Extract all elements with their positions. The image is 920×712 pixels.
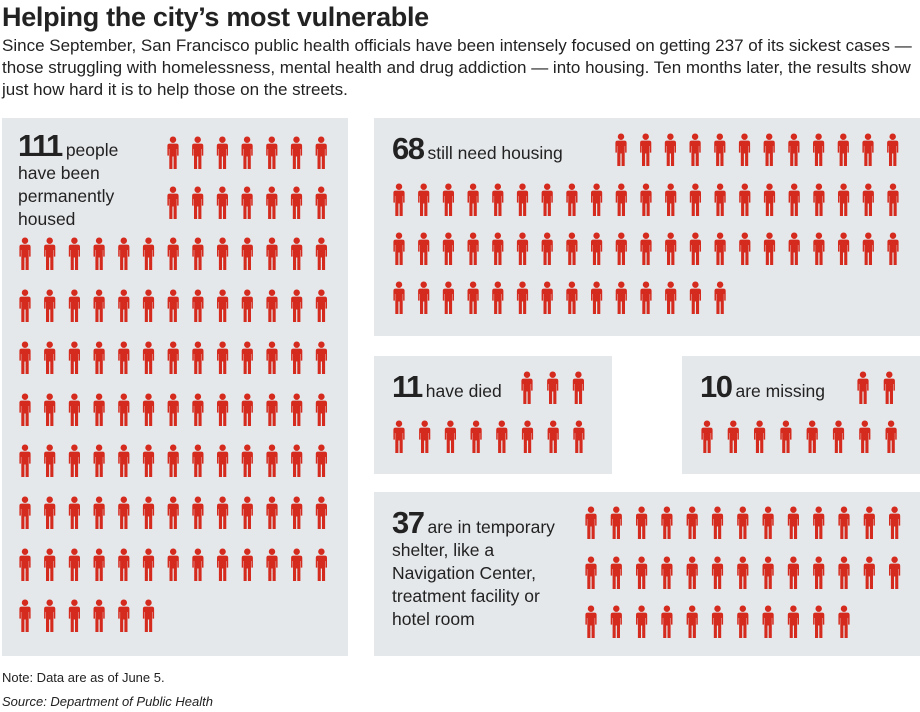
text-housed: people have been permanently housed (18, 140, 119, 229)
value-shelter: 37 (392, 505, 425, 540)
footnote: Note: Data are as of June 5. (2, 670, 165, 685)
panel-missing (682, 356, 920, 474)
text-missing: are missing (735, 381, 825, 401)
chart-title: Helping the city’s most vulnerable (2, 2, 429, 32)
value-died: 11 (392, 369, 423, 404)
value-housed: 111 (18, 128, 63, 163)
label-missing: 10 are missing (700, 371, 850, 403)
label-shelter: 37 are in temporary shelter, like a Navig… (392, 507, 562, 631)
text-need: still need housing (427, 143, 563, 163)
text-died: have died (425, 381, 502, 401)
panel-died (374, 356, 612, 474)
source-credit: Source: Department of Public Health (2, 694, 213, 709)
label-housed: 111 people have been permanently housed (18, 130, 148, 231)
value-missing: 10 (700, 369, 733, 404)
text-shelter: are in temporary shelter, like a Navigat… (392, 517, 555, 629)
label-need: 68 still need housing (392, 133, 622, 165)
chart-subtitle: Since September, San Francisco public he… (2, 36, 912, 99)
label-died: 11 have died (392, 371, 522, 403)
value-need: 68 (392, 131, 425, 166)
